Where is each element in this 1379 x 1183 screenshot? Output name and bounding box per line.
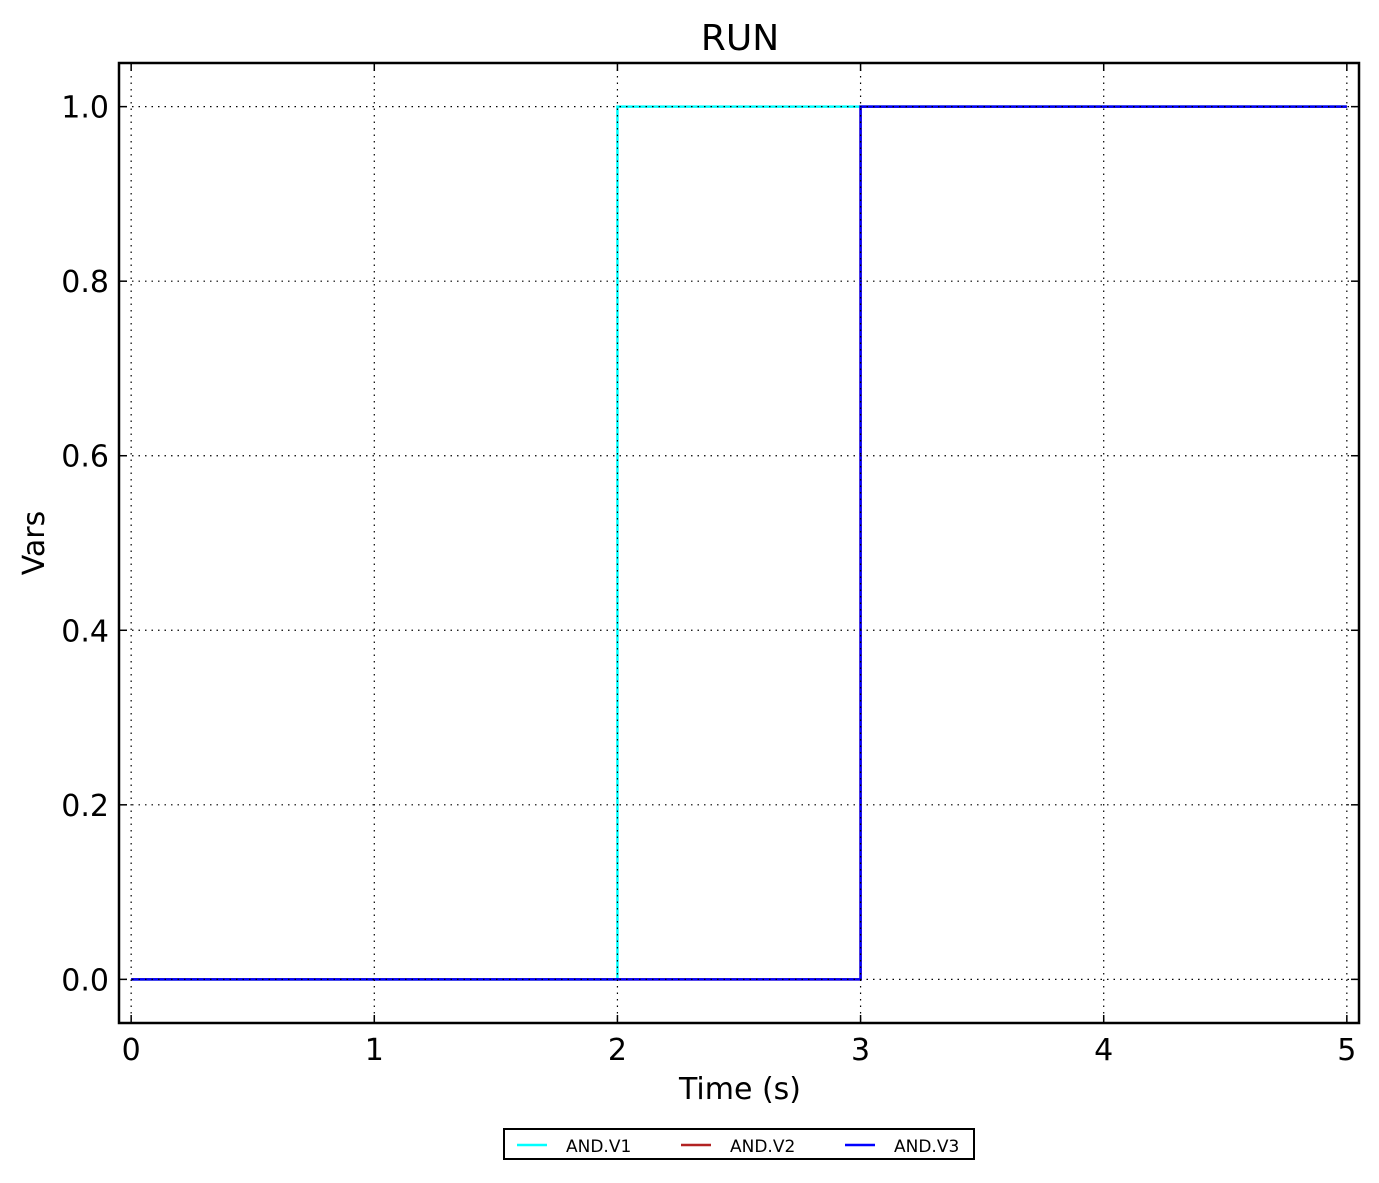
legend-frame <box>503 1128 975 1160</box>
x-axis-label: Time (s) <box>678 1072 801 1107</box>
y-tick-label: 0.6 <box>61 440 109 475</box>
y-tick-label: 1.0 <box>61 91 109 126</box>
y-tick-label: 0.2 <box>61 789 109 824</box>
y-tick-label: 0.8 <box>61 265 109 300</box>
series-line-and-v3 <box>131 105 1347 981</box>
tick-layer: 0 1 2 3 4 5 0.0 0.2 0.4 0.6 0.8 1.0 <box>61 63 1359 1068</box>
legend-label: AND.V3 <box>894 1137 959 1157</box>
series-line-and-v1 <box>131 105 1347 981</box>
x-tick-label: 5 <box>1337 1033 1356 1068</box>
legend-label: AND.V2 <box>730 1137 795 1157</box>
grid-layer <box>119 63 1359 1023</box>
series-line-and-v2 <box>131 105 1347 981</box>
x-tick-label: 4 <box>1094 1033 1113 1068</box>
y-tick-label: 0.0 <box>61 963 109 998</box>
legend: AND.V1 AND.V2 AND.V3 <box>503 1128 975 1160</box>
series-layer <box>131 105 1347 981</box>
x-tick-label: 1 <box>365 1033 384 1068</box>
chart-title: RUN <box>701 18 779 59</box>
y-tick-label: 0.4 <box>61 614 109 649</box>
x-tick-label: 3 <box>851 1033 870 1068</box>
y-axis-label: Vars <box>17 511 52 576</box>
plot-frame <box>117 61 1361 1025</box>
x-tick-label: 2 <box>608 1033 627 1068</box>
legend-label: AND.V1 <box>566 1137 631 1157</box>
x-tick-label: 0 <box>122 1033 141 1068</box>
